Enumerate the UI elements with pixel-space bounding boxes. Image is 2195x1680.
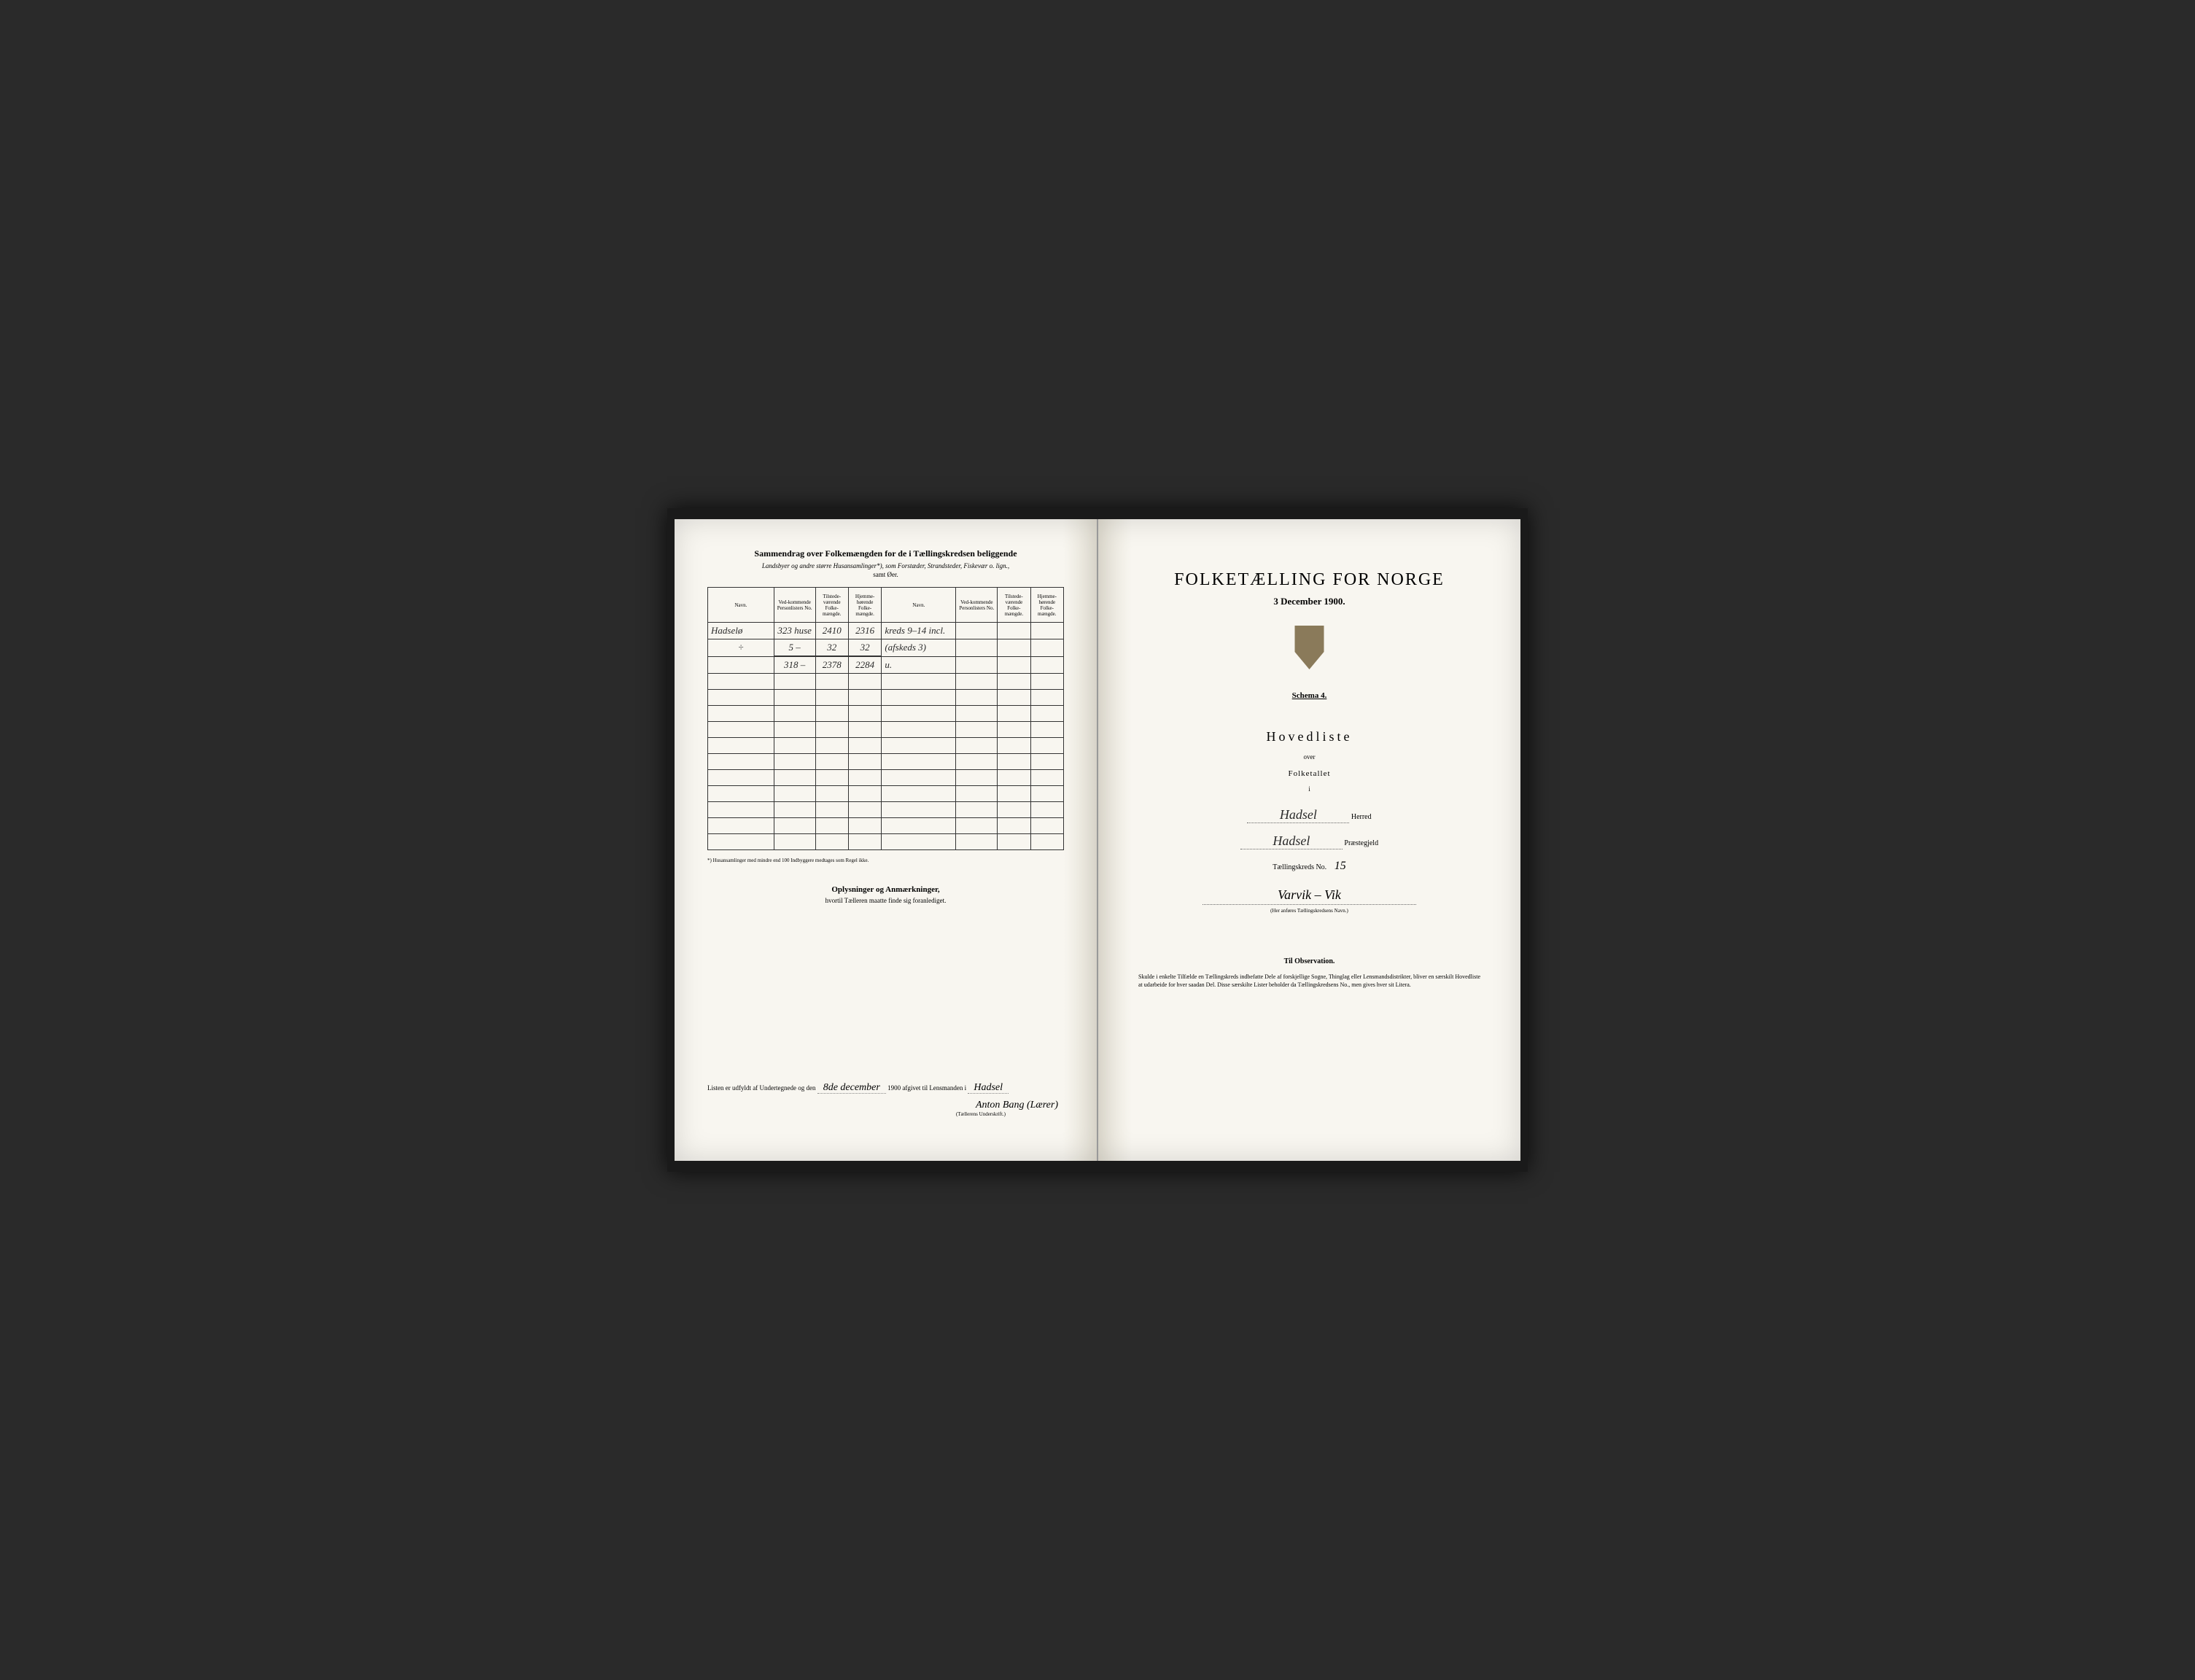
- table-row: [708, 770, 1064, 786]
- kreds-label: Tællingskreds No.: [1273, 863, 1326, 871]
- submission-block: Listen er udfyldt af Undertegnede og den…: [707, 1082, 1064, 1117]
- folketallet: Folketallet: [1131, 769, 1488, 778]
- oplys-sub: hvortil Tælleren maatte finde sig foranl…: [707, 897, 1064, 904]
- table-body: Hadselø 323 huse 2410 2316 kreds 9–14 in…: [708, 623, 1064, 850]
- cell: [956, 623, 998, 639]
- submit-year: 1900 afgivet til Lensmanden i: [887, 1084, 966, 1092]
- over-label: over: [1131, 753, 1488, 761]
- district-note: (Her anføres Tællingskredsens Navn.): [1131, 908, 1488, 914]
- praeste-line: Hadsel Præstegjeld: [1131, 833, 1488, 849]
- cell: [998, 656, 1030, 674]
- left-subtitle: Landsbyer og andre større Husansamlinger…: [707, 562, 1064, 569]
- th-navn2: Navn.: [882, 588, 956, 623]
- left-subtitle2: samt Øer.: [707, 571, 1064, 578]
- coat-of-arms-icon: [1291, 626, 1328, 669]
- cell: u.: [882, 656, 956, 674]
- th-hjemme: Hjemme-hørende Folke-mængde.: [848, 588, 881, 623]
- table-row: [708, 674, 1064, 690]
- left-page: Sammendrag over Folkemængden for de i Tæ…: [675, 519, 1098, 1161]
- cell: 323 huse: [774, 623, 815, 639]
- cell: 2378: [815, 656, 848, 674]
- cell: 2316: [848, 623, 881, 639]
- schema-label: Schema 4.: [1131, 691, 1488, 700]
- submit-place: Hadsel: [968, 1082, 1009, 1094]
- cell: (afskeds 3): [882, 639, 956, 657]
- submit-line: Listen er udfyldt af Undertegnede og den…: [707, 1082, 1064, 1094]
- table-row: [708, 738, 1064, 754]
- document-book: Sammendrag over Folkemængden for de i Tæ…: [667, 508, 1528, 1172]
- table-row: [708, 722, 1064, 738]
- district-name: Varvik – Vik: [1203, 887, 1416, 905]
- census-date: 3 December 1900.: [1131, 596, 1488, 607]
- table-row: [708, 786, 1064, 802]
- table-row: [708, 690, 1064, 706]
- signature-line: Anton Bang (Lærer): [707, 1100, 1064, 1111]
- cell: [1030, 656, 1063, 674]
- cell: [956, 656, 998, 674]
- table-row: [708, 818, 1064, 834]
- th-hjemme2: Hjemme-hørende Folke-mængde.: [1030, 588, 1063, 623]
- cell: Hadselø: [708, 623, 774, 639]
- praeste-label: Præstegjeld: [1344, 839, 1378, 847]
- cell: [1030, 623, 1063, 639]
- table-row: [708, 754, 1064, 770]
- table-row: Hadselø 323 huse 2410 2316 kreds 9–14 in…: [708, 623, 1064, 639]
- footnote: *) Husansamlinger med mindre end 100 Ind…: [707, 858, 1064, 863]
- cell: [998, 639, 1030, 657]
- submit-date: 8de december: [817, 1082, 886, 1094]
- right-page: FOLKETÆLLING FOR NORGE 3 December 1900. …: [1098, 519, 1520, 1161]
- cell: [998, 623, 1030, 639]
- cell: 32: [815, 639, 848, 657]
- praeste-value: Hadsel: [1240, 833, 1343, 849]
- cell: [956, 639, 998, 657]
- table-row: [708, 834, 1064, 850]
- herred-label: Herred: [1351, 813, 1372, 821]
- hovedliste: Hovedliste: [1131, 729, 1488, 744]
- herred-line: Hadsel Herred: [1131, 807, 1488, 823]
- cell: 5 –: [774, 639, 815, 657]
- th-vedkom: Ved-kommende Personlisters No.: [774, 588, 815, 623]
- census-title: FOLKETÆLLING FOR NORGE: [1131, 570, 1488, 590]
- th-tilstede: Tilstede-værende Folke-mængde.: [815, 588, 848, 623]
- th-vedkom2: Ved-kommende Personlisters No.: [956, 588, 998, 623]
- oplys-title: Oplysninger og Anmærkninger,: [707, 885, 1064, 894]
- cell: [1030, 639, 1063, 657]
- table-row: [708, 706, 1064, 722]
- cell: 318 –: [774, 656, 815, 674]
- kreds-line: Tællingskreds No. 15: [1131, 860, 1488, 873]
- kreds-no: 15: [1329, 860, 1346, 872]
- cell: 32: [848, 639, 881, 657]
- table-row: 318 – 2378 2284 u.: [708, 656, 1064, 674]
- cell: ÷: [708, 639, 774, 657]
- table-row: [708, 802, 1064, 818]
- left-title: Sammendrag over Folkemængden for de i Tæ…: [707, 548, 1064, 559]
- small-i: i: [1131, 785, 1488, 793]
- submit-prefix: Listen er udfyldt af Undertegnede og den: [707, 1084, 815, 1092]
- cell: 2410: [815, 623, 848, 639]
- cell: kreds 9–14 incl.: [882, 623, 956, 639]
- signature-label: (Tællerens Underskrift.): [707, 1111, 1006, 1117]
- observation-title: Til Observation.: [1131, 957, 1488, 965]
- th-navn: Navn.: [708, 588, 774, 623]
- table-row: ÷ 5 – 32 32 (afskeds 3): [708, 639, 1064, 657]
- signature: Anton Bang (Lærer): [970, 1100, 1064, 1111]
- cell: [708, 656, 774, 674]
- cell: 2284: [848, 656, 881, 674]
- herred-value: Hadsel: [1247, 807, 1349, 823]
- observation-text: Skulde i enkelte Tilfælde en Tællingskre…: [1131, 973, 1488, 989]
- th-tilstede2: Tilstede-værende Folke-mængde.: [998, 588, 1030, 623]
- summary-table: Navn. Ved-kommende Personlisters No. Til…: [707, 587, 1064, 850]
